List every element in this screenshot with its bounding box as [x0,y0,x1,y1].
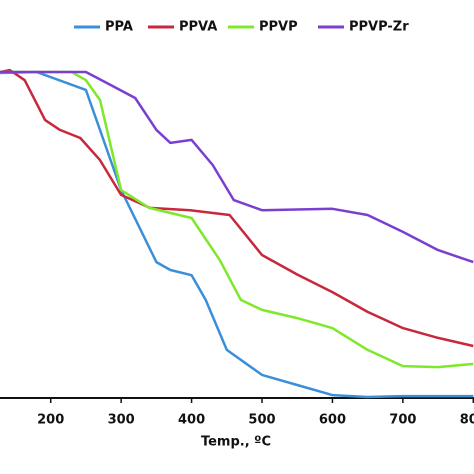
legend-label: PPVP [259,20,298,35]
legend-label: PPVA [179,20,217,35]
x-tick-label: 500 [248,413,275,428]
x-tick-label: 700 [389,413,416,428]
data-line [0,70,474,399]
data-line [0,70,474,369]
x-tick-label: 800 [460,413,474,428]
x-axis-label: Temp., ºC [201,435,271,450]
data-line [0,70,474,264]
x-tick-label: 200 [37,413,64,428]
legend-label: PPA [105,20,133,35]
data-line [0,68,474,348]
legend-label: PPVP-Zr [349,20,409,35]
x-tick-label: 600 [319,413,346,428]
x-tick-label: 400 [178,413,205,428]
x-tick-label: 300 [108,413,135,428]
